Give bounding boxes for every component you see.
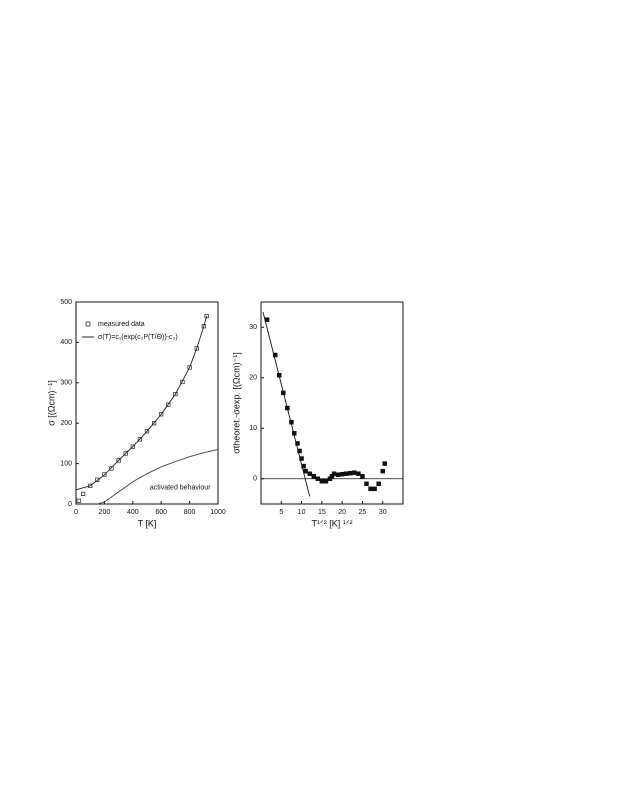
x-axis-label: T¹ᐟ² [K] ¹ᐟ² [311,518,352,528]
data-point [335,472,341,477]
series-line [262,311,311,497]
annotation: activated behaviour [150,485,211,492]
series-line [75,316,208,491]
data-point [76,498,81,503]
y-tick-label: 200 [60,420,72,427]
data-point [331,471,337,476]
data-point [368,486,373,492]
data-point [95,477,100,482]
plot: 5 10 15 20 25 30 0 10 20 30 T¹ᐟ² [K] ¹ᐟ² σtheoret.-… [231,301,404,528]
legend-label: measured data [98,321,145,328]
data-point [323,479,329,484]
y-tick-label: 20 [249,375,257,382]
data-point [380,468,385,474]
y-tick-label: 10 [249,425,257,432]
y-axis-label: σ [(Ωcm)⁻¹] [46,380,56,426]
data-point [88,483,93,488]
data-point [102,472,107,477]
data-point [152,421,157,426]
x-axis-label: T [K] [138,518,157,528]
data-point [201,324,206,329]
x-tick-label: 10 [298,509,306,516]
data-point [297,448,302,454]
x-tick-label: 25 [359,509,367,516]
x-tick-label: 30 [379,509,387,516]
legend-label: σ(T)=c₁(exp(c₂P(T/Θ))-c₃) [98,334,178,341]
x-tick-label: 400 [127,509,139,516]
data-point [382,461,387,466]
y-tick-label: 300 [60,380,72,387]
plot-frame [75,301,219,505]
data-point [352,470,357,475]
data-point [123,451,128,456]
x-tick-label: 5 [279,509,283,516]
data-point [360,473,365,479]
data-point [173,392,178,397]
y-tick-label: 0 [68,501,72,508]
data-point [272,352,278,358]
data-point [295,441,300,446]
legend-swatch [85,321,91,327]
data-point [307,471,312,476]
data-point [194,346,199,351]
data-point [137,437,142,442]
series-line [97,449,219,505]
data-point [311,473,316,479]
y-tick-label: 30 [249,324,257,331]
data-point [303,468,308,474]
y-tick-label: 0 [253,476,257,483]
x-tick-label: 800 [184,509,196,516]
y-tick-label: 400 [60,339,72,346]
data-point [159,412,164,417]
data-point [116,458,121,463]
data-point [339,471,345,477]
x-tick-label: 1000 [210,509,226,516]
x-tick-label: 0 [74,509,78,516]
data-point [109,466,114,471]
data-point [343,471,349,476]
data-point [264,317,270,322]
x-tick-label: 600 [155,509,167,516]
data-point [315,476,321,482]
y-tick-label: 500 [60,299,72,306]
data-point [376,481,381,487]
data-point [319,479,325,484]
data-point [187,365,192,370]
data-point [356,471,361,476]
data-point [348,470,353,476]
data-point [204,314,209,319]
plot-frame [260,301,404,505]
y-axis-label: σtheoret.-σexp. [(Ωcm)⁻¹] [231,352,241,454]
data-point [166,402,171,407]
x-tick-label: 15 [318,509,326,516]
data-point [130,444,135,449]
data-point [80,491,86,496]
y-tick-label: 100 [60,460,72,467]
data-point [364,481,369,487]
x-tick-label: 200 [99,509,111,516]
data-point [144,429,150,434]
data-point [372,486,377,492]
plot: 0 200 400 600 800 1000 0 100 200 300 400 500 T [K] σ … [46,299,226,529]
x-tick-label: 20 [338,509,346,516]
